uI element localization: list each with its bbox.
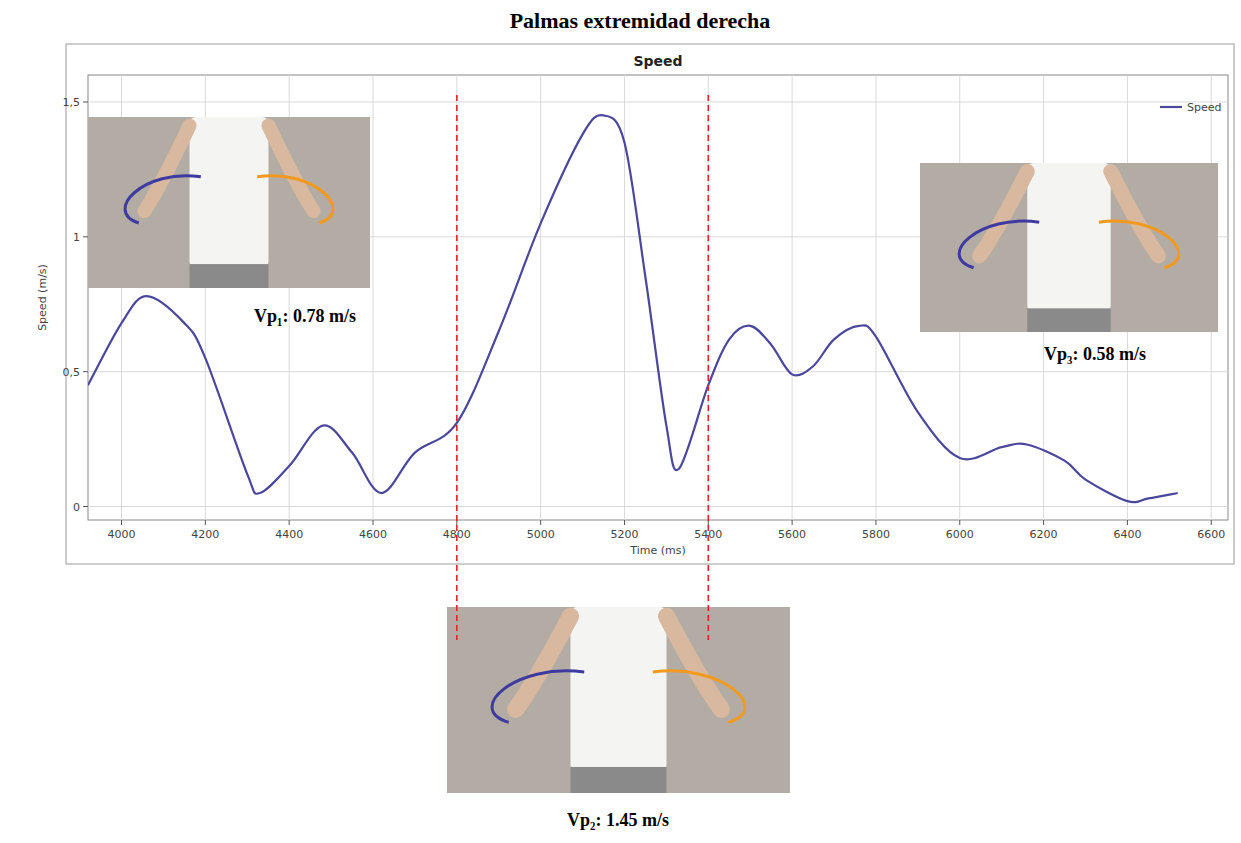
annotation: Vp₁: 0.78 m/s [254,306,356,326]
plot-frame [88,75,1228,520]
panel [66,44,1234,564]
y-tick [83,506,88,507]
x-tick-label: 4400 [275,528,303,541]
x-tick [792,520,793,525]
photo-trace-right [1099,221,1179,268]
x-tick [289,520,290,525]
x-tick [205,520,206,525]
x-tick [1211,520,1212,525]
vertical-marker [707,95,709,640]
x-tick [540,520,541,525]
x-tick-label: 5000 [527,528,555,541]
photo-inset-3 [920,163,1218,332]
photo-trace-right [653,671,745,722]
photo-bg [920,163,1218,332]
annotation: Vp₂: 1.45 m/s [567,810,669,830]
annotation: Vp₃: 0.58 m/s [1044,344,1146,364]
y-tick [83,236,88,237]
x-axis-title: Time (ms) [629,544,685,557]
photo-trace-left [492,671,584,722]
x-grid-line [875,75,876,520]
chart-root: Palmas extremidad derecha Speed 4000 4200 44… [0,0,1241,843]
x-tick-label: 5200 [610,528,638,541]
y-axis-title: Speed (m/s) [36,264,49,331]
photo-legs [570,767,666,793]
photo-arm [268,126,313,212]
vertical-marker [456,95,458,640]
photo-arm [1111,171,1159,256]
photo-torso [190,117,269,267]
x-tick [1127,520,1128,525]
photo-torso [1027,163,1110,312]
x-tick-label: 6600 [1197,528,1225,541]
x-tick-label: 4000 [108,528,136,541]
photo-bg [447,607,790,793]
legend: Speed [1160,101,1221,114]
x-grid-line [792,75,793,520]
y-tick-label: 1,5 [63,96,81,109]
legend-swatch [1160,106,1182,108]
photo-arm [980,171,1028,256]
x-tick-label: 5600 [778,528,806,541]
x-tick [1043,520,1044,525]
x-tick-label: 4600 [359,528,387,541]
photo-torso [570,607,666,771]
title: Palmas extremidad derecha [510,8,771,33]
photo-arm [516,616,571,709]
photo-inset-2 [447,607,790,793]
x-tick-label: 6400 [1113,528,1141,541]
x-tick [875,520,876,525]
subtitle: Speed [633,53,682,69]
y-tick [83,371,88,372]
x-tick [373,520,374,525]
x-tick [121,520,122,525]
x-grid-line [373,75,374,520]
photo-legs [1027,308,1110,332]
y-tick-label: 0,5 [63,366,81,379]
x-tick-label: 4200 [191,528,219,541]
y-tick [83,101,88,102]
photo-bg [88,117,370,288]
y-tick-label: 1 [73,231,80,244]
x-grid-line [540,75,541,520]
photo-trace-right [257,176,333,223]
photo-inset-1 [88,117,370,288]
x-tick-label: 6200 [1030,528,1058,541]
y-grid-line [88,506,1228,507]
photo-arm [667,616,722,709]
x-tick [959,520,960,525]
photo-arm [144,126,189,212]
y-grid-line [88,101,1228,102]
photo-legs [190,264,269,288]
photo-trace-left [959,221,1039,268]
x-tick-label: 5800 [862,528,890,541]
legend-label: Speed [1187,101,1221,114]
y-tick-label: 0 [73,501,80,514]
photo-trace-left [125,176,201,223]
x-tick-label: 6000 [946,528,974,541]
grid [88,75,1228,520]
x-tick [624,520,625,525]
